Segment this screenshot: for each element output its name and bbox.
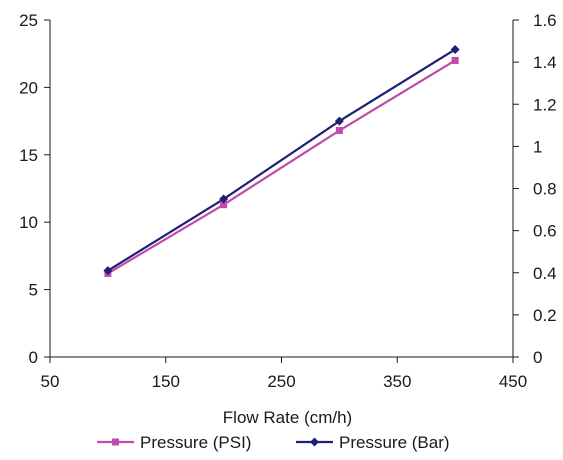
- legend-marker-1: [112, 438, 119, 446]
- y-right-tick-label: 1: [533, 137, 542, 156]
- series-line-1: [107, 59, 456, 275]
- series-2-point: [450, 44, 460, 54]
- y-left-tick-label: 15: [19, 146, 38, 165]
- series-line-2: [107, 48, 456, 272]
- y-left-tick-label: 20: [19, 78, 38, 97]
- y-right-tick-label: 0.4: [533, 264, 557, 283]
- y-right-tick-label: 1.4: [533, 53, 557, 72]
- series-markers: [103, 44, 460, 277]
- y-right-tick-label: 1.6: [533, 11, 557, 30]
- y-left-tick-label: 5: [29, 281, 38, 300]
- axes: [49, 20, 514, 358]
- y-right-tick-label: 0.6: [533, 222, 557, 241]
- x-tick-label: 150: [152, 372, 180, 391]
- legend-label-2: Pressure (Bar): [339, 433, 450, 452]
- x-tick-label: 50: [41, 372, 60, 391]
- legend: Pressure (PSI) Pressure (Bar): [97, 433, 450, 452]
- series-lines: [107, 48, 456, 275]
- series-2-point: [219, 194, 229, 204]
- tick-labels: 50 150 250 350 450051015202500.20.40.60.811.…: [19, 11, 557, 391]
- x-tick-label: 350: [383, 372, 411, 391]
- legend-marker-2: [310, 437, 319, 447]
- x-axis-title: Flow Rate (cm/h): [223, 408, 352, 427]
- series-1-point: [335, 127, 343, 135]
- series-1-point: [220, 201, 228, 209]
- y-right-tick-label: 1.2: [533, 95, 557, 114]
- x-tick-label: 450: [499, 372, 527, 391]
- y-right-tick-label: 0.8: [533, 180, 557, 199]
- y-left-tick-label: 25: [19, 11, 38, 30]
- series-2-point: [334, 116, 344, 126]
- legend-label-1: Pressure (PSI): [140, 433, 251, 452]
- series-2-point: [103, 266, 113, 276]
- series-1-point: [451, 56, 459, 64]
- y-right-tick-label: 0.2: [533, 306, 557, 325]
- y-right-tick-label: 0: [533, 348, 542, 367]
- x-tick-label: 250: [267, 372, 295, 391]
- y-left-tick-label: 0: [29, 348, 38, 367]
- tick-marks: [44, 19, 519, 363]
- y-left-tick-label: 10: [19, 213, 38, 232]
